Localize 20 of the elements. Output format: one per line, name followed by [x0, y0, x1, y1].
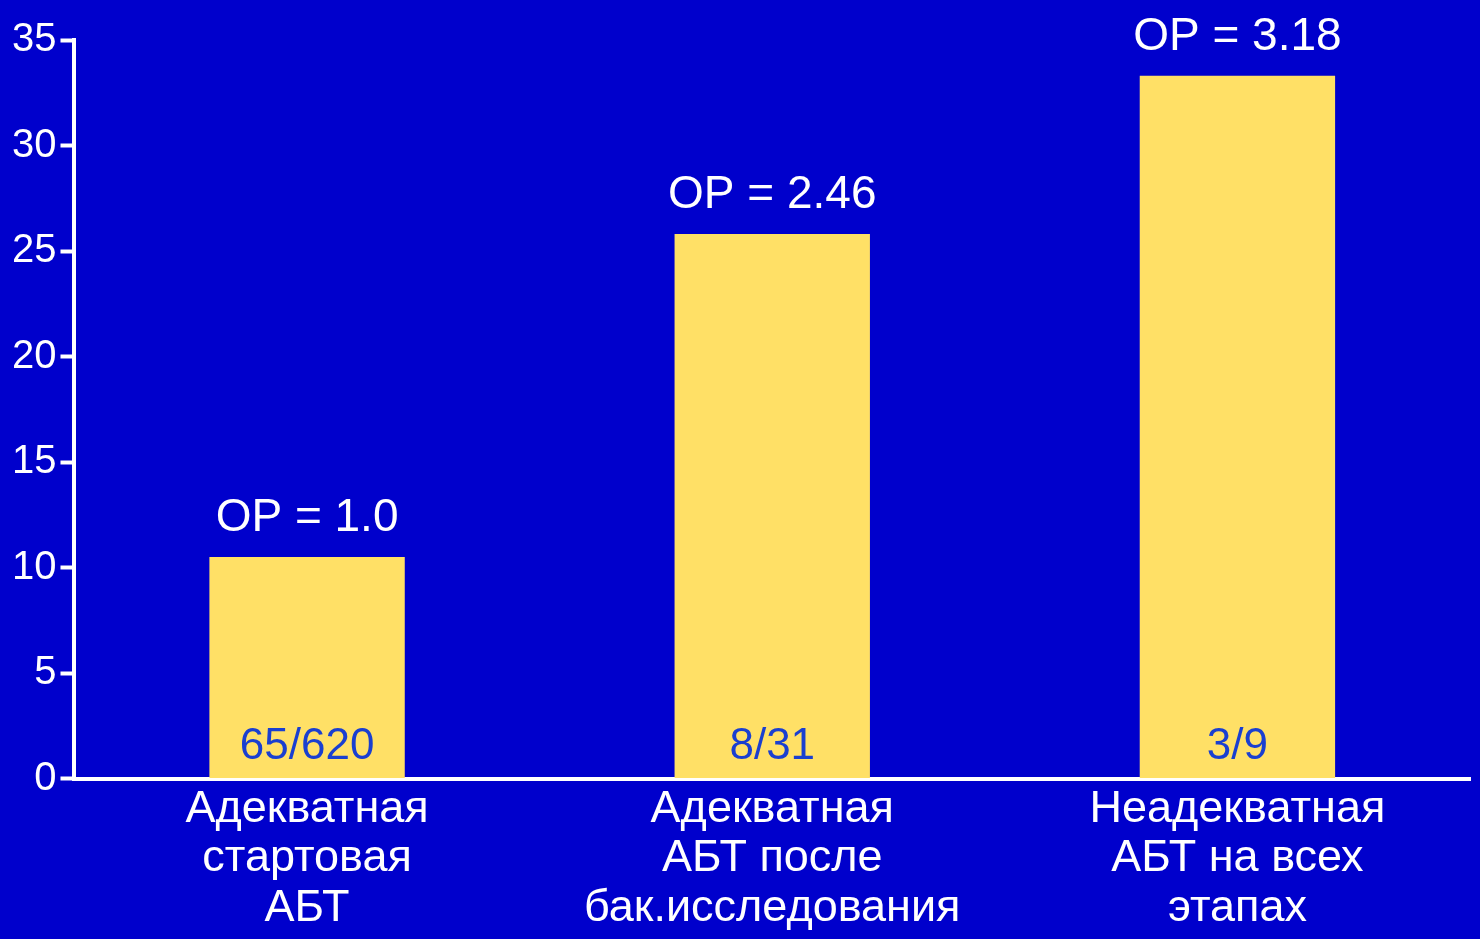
- y-tick-label: 30: [11, 120, 57, 165]
- x-tick-label: Адекватная стартовая АБТ: [185, 780, 429, 931]
- bar: [1139, 75, 1336, 778]
- annotation: ОР = 2.46: [668, 165, 877, 218]
- annotation: 8/31: [729, 718, 816, 768]
- bar: [674, 234, 870, 778]
- x-tick-label: Адекватная АБТ после бак.исследования: [584, 780, 961, 931]
- y-tick-label: 20: [11, 331, 57, 376]
- y-tick-label: 0: [34, 753, 57, 798]
- y-tick-label: 15: [11, 437, 57, 482]
- y-tick-label: 10: [11, 542, 57, 587]
- bar: [209, 556, 405, 778]
- annotation: ОР = 1.0: [215, 488, 399, 541]
- y-tick-label: 35: [11, 15, 57, 60]
- y-tick-label: 5: [34, 648, 57, 693]
- annotation: ОР = 3.18: [1133, 7, 1342, 60]
- y-tick-label: 25: [11, 226, 57, 271]
- annotation: 3/9: [1206, 718, 1268, 768]
- annotation: 65/620: [239, 718, 375, 768]
- x-tick-label: Неадекватная АБТ на всех этапах: [1089, 780, 1386, 931]
